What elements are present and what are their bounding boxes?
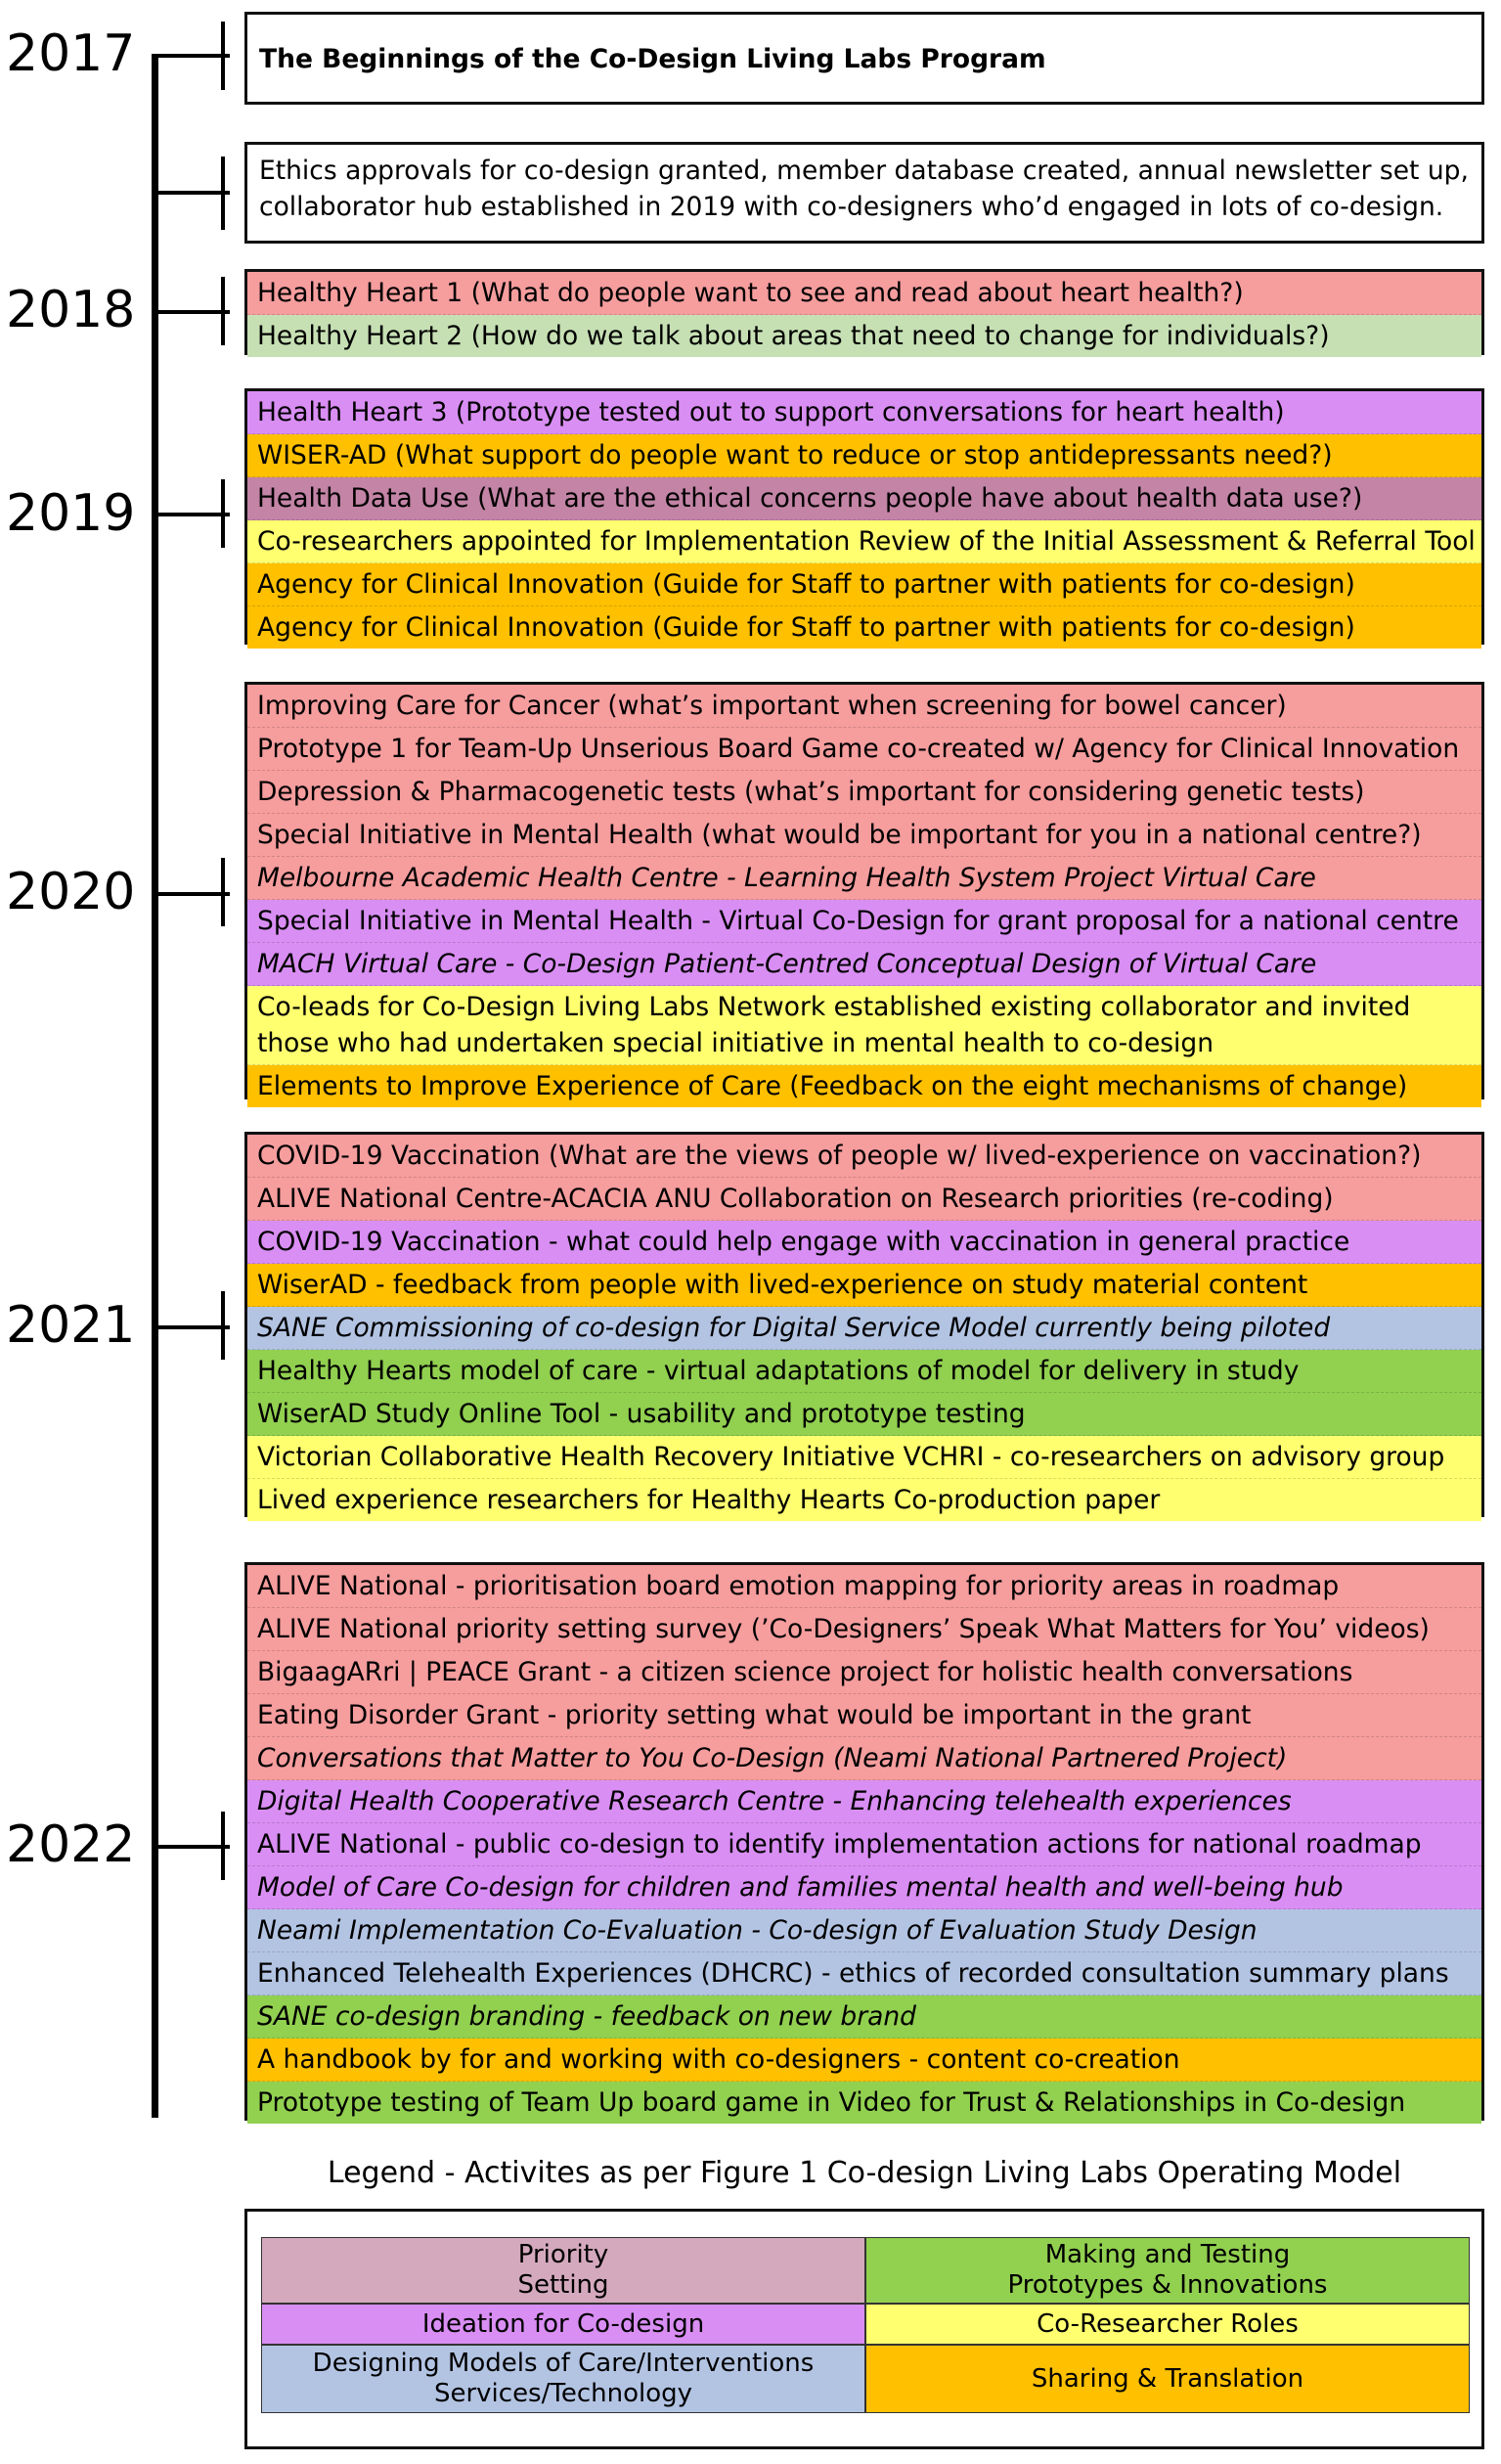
activity-row: MACH Virtual Care - Co-Design Patient-Ce… xyxy=(247,943,1481,986)
year-2020: 2020 xyxy=(6,863,136,921)
year-2021: 2021 xyxy=(6,1296,136,1355)
title-box: The Beginnings of the Co-Design Living L… xyxy=(244,12,1484,105)
legend-sharing-translation: Sharing & Translation xyxy=(865,2345,1470,2413)
activity-row: Melbourne Academic Health Centre - Learn… xyxy=(247,857,1481,900)
activity-row: ALIVE National - prioritisation board em… xyxy=(247,1565,1481,1608)
timeline-axis xyxy=(152,54,158,2118)
activity-row: ALIVE National Centre-ACACIA ANU Collabo… xyxy=(247,1178,1481,1221)
activity-row: Conversations that Matter to You Co-Desi… xyxy=(247,1737,1481,1780)
activity-row: ALIVE National priority setting survey (… xyxy=(247,1608,1481,1651)
activity-row: WiserAD - feedback from people with live… xyxy=(247,1264,1481,1307)
activity-row: COVID-19 Vaccination - what could help e… xyxy=(247,1221,1481,1264)
activity-row: Health Data Use (What are the ethical co… xyxy=(247,477,1481,520)
activity-row: Healthy Hearts model of care - virtual a… xyxy=(247,1350,1481,1393)
year-2019: 2019 xyxy=(6,484,136,543)
tick-2017 xyxy=(152,54,230,58)
activity-row: Eating Disorder Grant - priority setting… xyxy=(247,1694,1481,1737)
tick-2018 xyxy=(152,310,230,314)
activity-row: A handbook by for and working with co-de… xyxy=(247,2038,1481,2082)
activity-row: Agency for Clinical Innovation (Guide fo… xyxy=(247,606,1481,649)
tick-2019 xyxy=(152,513,230,516)
activity-row: SANE Commissioning of co-design for Digi… xyxy=(247,1307,1481,1350)
bracket-2019 xyxy=(221,479,225,548)
activity-row: Prototype 1 for Team-Up Unserious Board … xyxy=(247,728,1481,771)
bracket-ethics xyxy=(221,157,225,230)
ethics-text: Ethics approvals for co-design granted, … xyxy=(259,156,1469,222)
activity-row: SANE co-design branding - feedback on ne… xyxy=(247,1995,1481,2038)
activity-row: Lived experience researchers for Healthy… xyxy=(247,1479,1481,1521)
activity-row: Model of Care Co-design for children and… xyxy=(247,1866,1481,1909)
activity-row: Health Heart 3 (Prototype tested out to … xyxy=(247,391,1481,434)
legend-grid: Priority Setting Making and Testing Protot… xyxy=(261,2237,1470,2413)
legend-designing-line1: Designing Models of Care/Interventions xyxy=(312,2349,815,2378)
bracket-2022 xyxy=(221,1812,225,1880)
activity-row: Digital Health Cooperative Research Cent… xyxy=(247,1780,1481,1823)
activity-row: Victorian Collaborative Health Recovery … xyxy=(247,1436,1481,1479)
activity-row: Enhanced Telehealth Experiences (DHCRC) … xyxy=(247,1952,1481,1995)
legend-making-line1: Making and Testing xyxy=(1044,2240,1291,2269)
legend-box: Priority Setting Making and Testing Protot… xyxy=(244,2209,1484,2449)
year-2022: 2022 xyxy=(6,1815,136,1874)
tick-2020 xyxy=(152,892,230,896)
activity-row: WiserAD Study Online Tool - usability an… xyxy=(247,1393,1481,1436)
legend-ideation: Ideation for Co-design xyxy=(261,2304,865,2345)
activity-row: Special Initiative in Mental Health - Vi… xyxy=(247,900,1481,943)
activity-row: Prototype testing of Team Up board game … xyxy=(247,2082,1481,2124)
activity-row: Special Initiative in Mental Health (wha… xyxy=(247,814,1481,857)
legend-priority-setting: Priority Setting xyxy=(261,2237,865,2304)
group-2021: COVID-19 Vaccination (What are the views… xyxy=(244,1132,1484,1521)
tick-ethics xyxy=(152,191,230,195)
year-2018: 2018 xyxy=(6,281,136,339)
year-2017: 2017 xyxy=(6,24,136,83)
group-2022: ALIVE National - prioritisation board em… xyxy=(244,1562,1484,2124)
legend-making-line2: Prototypes & Innovations xyxy=(1007,2270,1328,2300)
activity-row: BigaagARri | PEACE Grant - a citizen sci… xyxy=(247,1651,1481,1694)
activity-row: Agency for Clinical Innovation (Guide fo… xyxy=(247,563,1481,606)
bracket-2018 xyxy=(221,277,225,345)
activity-row: ALIVE National - public co-design to ide… xyxy=(247,1823,1481,1866)
legend-title: Legend - Activites as per Figure 1 Co-de… xyxy=(327,2156,1402,2190)
activity-row: Healthy Heart 2 (How do we talk about ar… xyxy=(247,315,1481,357)
bracket-2020 xyxy=(221,858,225,926)
legend-making-testing: Making and Testing Prototypes & Innovatio… xyxy=(865,2237,1470,2304)
bracket-2021 xyxy=(221,1291,225,1360)
group-2019: Health Heart 3 (Prototype tested out to … xyxy=(244,388,1484,649)
legend-co-researcher: Co-Researcher Roles xyxy=(865,2304,1470,2345)
tick-2022 xyxy=(152,1845,230,1849)
activity-row: Neami Implementation Co-Evaluation - Co-… xyxy=(247,1909,1481,1952)
activity-row: Co-researchers appointed for Implementat… xyxy=(247,520,1481,563)
program-title: The Beginnings of the Co-Design Living L… xyxy=(259,44,1046,74)
activity-row: Healthy Heart 1 (What do people want to … xyxy=(247,272,1481,315)
activity-row: Depression & Pharmacogenetic tests (what… xyxy=(247,771,1481,814)
activity-row: COVID-19 Vaccination (What are the views… xyxy=(247,1135,1481,1178)
tick-2021 xyxy=(152,1325,230,1329)
activity-row: Co-leads for Co-Design Living Labs Netwo… xyxy=(247,986,1481,1065)
activity-row: WISER-AD (What support do people want to… xyxy=(247,434,1481,477)
legend-designing-line2: Services/Technology xyxy=(433,2379,693,2408)
activity-row: Improving Care for Cancer (what’s import… xyxy=(247,685,1481,728)
legend-priority-line2: Setting xyxy=(517,2270,609,2300)
legend-designing-models: Designing Models of Care/Interventions Se… xyxy=(261,2345,865,2413)
activity-row: Elements to Improve Experience of Care (… xyxy=(247,1065,1481,1107)
legend-priority-line1: Priority xyxy=(517,2240,609,2269)
bracket-2017 xyxy=(221,22,225,90)
group-2018: Healthy Heart 1 (What do people want to … xyxy=(244,269,1484,357)
group-2020: Improving Care for Cancer (what’s import… xyxy=(244,682,1484,1107)
ethics-box: Ethics approvals for co-design granted, … xyxy=(244,142,1484,244)
